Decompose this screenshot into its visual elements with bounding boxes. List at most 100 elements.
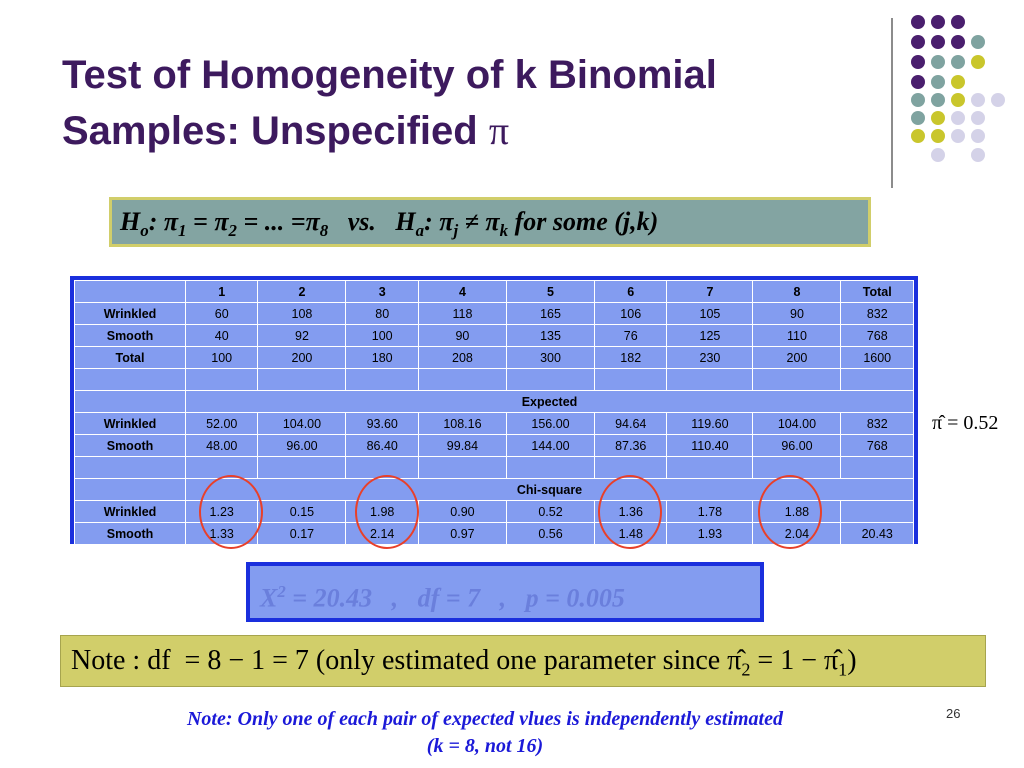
decorative-dot [951,15,965,29]
table-cell: 182 [594,346,668,369]
observed-row: Smooth 40 92 100 90 135 76 125 110 768 [74,324,914,347]
decorative-dot [911,111,925,125]
pi8-sub: 8 [319,221,329,241]
row-label: Wrinkled [74,302,186,325]
table-cell: 105 [666,302,754,325]
decorative-dot [911,15,925,29]
pi-hat-estimate: π̂ = 0.52 [932,412,999,434]
decorative-dot [951,111,965,125]
table-cell: 90 [752,302,842,325]
decorative-dot [911,75,925,89]
pik-sub: k [499,221,509,241]
vertical-divider [891,18,893,188]
table-cell: 60 [184,302,259,325]
section-row: Expected [74,390,914,413]
table-cell: 0.56 [505,522,596,545]
table-cell: 768 [840,434,914,457]
table-cell: 7 [666,280,754,303]
decorative-dot [931,148,945,162]
pi2-sub: 2 [228,221,237,241]
table-cell: 92 [257,324,347,347]
table-cell [505,456,596,479]
hypothesis-box: Ho: π1 = π2 = ... =π8 vs. Ha: πj ≠ πk fo… [109,197,871,247]
section-label: Chi-square [185,478,914,501]
table-cell: 144.00 [505,434,596,457]
blank-row [74,456,914,479]
note-text-a: Note : df = 8 − 1 = 7 (only estimated on… [71,645,742,676]
title-pi-symbol: π [488,108,510,153]
note-sub-b: 1 [838,659,848,680]
table-cell [752,456,842,479]
decorative-dot [971,93,985,107]
table-cell: 110 [752,324,842,347]
table-cell: 2 [257,280,347,303]
decorative-dot [951,55,965,69]
table-cell: 20.43 [840,522,914,545]
table-cell: 2.14 [345,522,419,545]
header-row: 1 2 3 4 5 6 7 8 Total [74,280,914,303]
table-cell: 1.23 [184,500,259,523]
table-cell: 104.00 [752,412,842,435]
table-cell: 1.98 [345,500,419,523]
table-cell [184,456,259,479]
decorative-dot [911,55,925,69]
table-cell: 100 [184,346,259,369]
table-cell: 1 [184,280,259,303]
stat-sup: 2 [277,582,286,601]
decorative-dot [911,35,925,49]
decorative-dot [931,55,945,69]
table-cell: 90 [417,324,507,347]
h0-label: H [120,207,141,236]
table-cell: 106 [594,302,668,325]
table-cell: 300 [505,346,596,369]
title-line-2-text: Samples: Unspecified [62,109,478,153]
page-number: 26 [946,706,961,721]
table-cell: 1.33 [184,522,259,545]
table-cell: 208 [417,346,507,369]
decorative-dot [931,15,945,29]
data-table-frame: 1 2 3 4 5 6 7 8 Total Wrinkled 60 108 80 118 165 106 105… [70,276,918,545]
h0-rest: : π [148,207,179,236]
test-statistic-box: X2 = 20.43 , df = 7 , p = 0.005 [246,562,764,622]
section-label: Expected [185,390,914,413]
table-cell: 119.60 [666,412,754,435]
ha-rest: : π [424,207,454,236]
decorative-dot [931,129,945,143]
row-label: Wrinkled [74,412,186,435]
table-cell [752,368,842,391]
table-cell: 1.48 [594,522,668,545]
section-row: Chi-square [74,478,914,501]
df-note-box: Note : df = 8 − 1 = 7 (only estimated on… [60,635,986,687]
table-cell: 96.00 [752,434,842,457]
table-cell: 165 [505,302,596,325]
table-cell: 86.40 [345,434,419,457]
row-label: Total [74,346,186,369]
row-label [74,390,186,413]
table-cell: 0.52 [505,500,596,523]
expected-row: Smooth 48.00 96.00 86.40 99.84 144.00 87.36 110… [74,434,914,457]
decorative-dot [931,93,945,107]
h0-sub: o [140,221,149,241]
ha-sub: a [415,221,425,241]
table-cell: 1600 [840,346,914,369]
table-cell: 832 [840,302,914,325]
table-cell [184,368,259,391]
table-cell [345,456,419,479]
footnote-line-1: Note: Only one of each pair of expected … [186,708,783,730]
slide-title: Test of Homogeneity of k Binomial Sample… [62,48,862,159]
decorative-dot [911,129,925,143]
test-statistic-text: X2 = 20.43 , df = 7 , p = 0.005 [250,566,760,618]
decorative-dot [971,129,985,143]
decorative-dot [931,75,945,89]
decorative-dot [991,93,1005,107]
table-cell [594,368,668,391]
row-label: Smooth [74,522,186,545]
decorative-dot [951,129,965,143]
row-label [74,478,186,501]
table-cell: 104.00 [257,412,347,435]
table-cell: 108.16 [417,412,507,435]
table-cell: 832 [840,412,914,435]
observed-row: Total 100 200 180 208 300 182 230 200 1600 [74,346,914,369]
row-label [74,280,186,303]
table-cell: 1.93 [666,522,754,545]
